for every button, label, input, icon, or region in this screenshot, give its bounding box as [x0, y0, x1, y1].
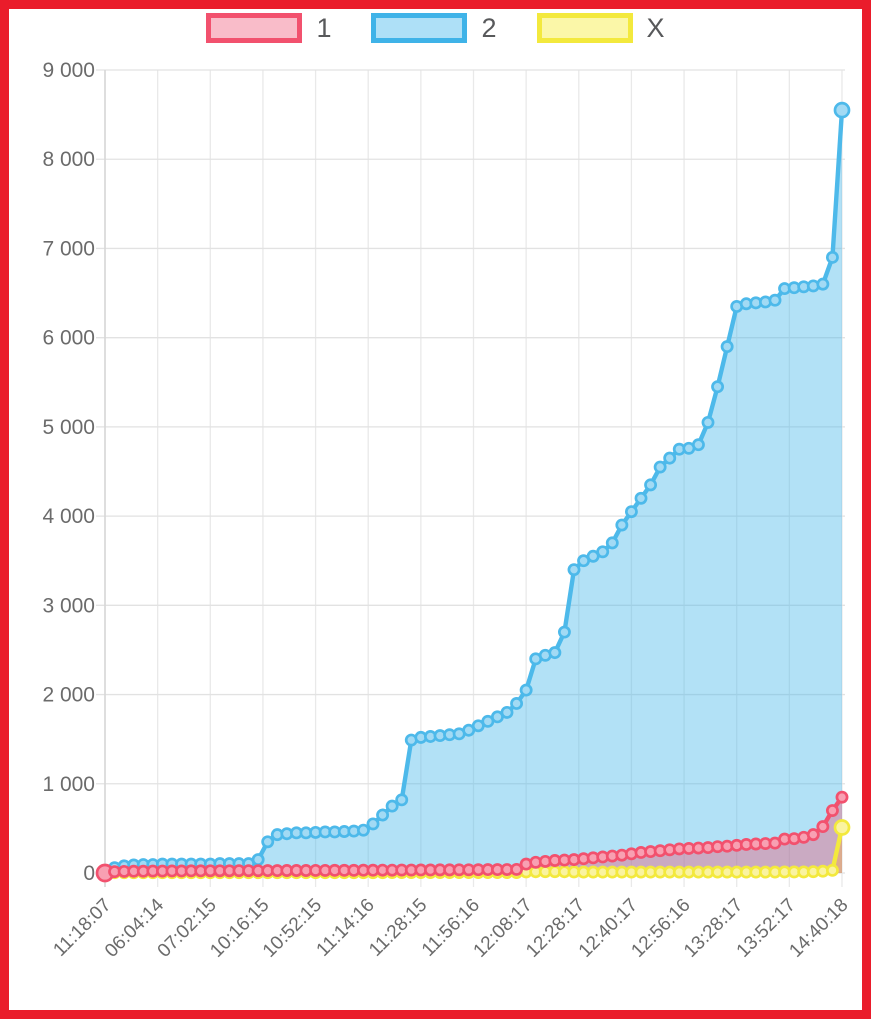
y-tick-label: 5 000 [42, 416, 95, 439]
legend-item-x[interactable]: X [536, 13, 665, 43]
series-marker-2 [663, 451, 677, 465]
series-marker-1 [835, 790, 849, 804]
series-1 [95, 790, 849, 883]
series-marker-2 [833, 101, 851, 119]
x-tick-label: 10:52:15 [259, 895, 326, 962]
series-marker-2 [557, 625, 571, 639]
legend-swatch-x [536, 13, 633, 43]
series-marker-1 [510, 862, 524, 876]
legend: 1 2 X [0, 13, 871, 43]
series-marker-2 [366, 817, 380, 831]
legend-swatch-1 [206, 13, 303, 43]
y-tick-label: 0 [83, 862, 95, 885]
legend-label-2: 2 [481, 13, 497, 43]
series-marker-2 [548, 646, 562, 660]
y-tick-label: 4 000 [42, 505, 95, 528]
series-marker-2 [691, 438, 705, 452]
series-marker-X [833, 819, 851, 836]
series-marker-2 [385, 799, 399, 813]
series-marker-2 [596, 545, 610, 559]
y-tick-label: 2 000 [42, 684, 95, 707]
series-marker-2 [711, 380, 725, 394]
legend-item-2[interactable]: 2 [371, 13, 497, 43]
y-tick-label: 9 000 [42, 59, 95, 82]
series-marker-2 [624, 505, 638, 519]
series-marker-2 [615, 518, 629, 532]
legend-label-x: X [646, 13, 665, 43]
legend-label-1: 1 [316, 13, 332, 43]
series-marker-2 [816, 277, 830, 291]
legend-swatch-2 [371, 13, 468, 43]
series-marker-2 [510, 697, 524, 710]
series-marker-2 [251, 853, 265, 867]
series-marker-2 [653, 460, 667, 474]
y-tick-label: 6 000 [42, 327, 95, 350]
legend-item-1[interactable]: 1 [206, 13, 331, 43]
x-tick-label: 14:40:18 [785, 895, 852, 962]
series-marker-2 [605, 536, 619, 550]
series-marker-2 [500, 705, 514, 719]
series-marker-2 [720, 340, 734, 354]
series-marker-2 [768, 293, 782, 307]
series-marker-1 [825, 804, 839, 817]
series-marker-2 [825, 250, 839, 264]
series-marker-2 [634, 491, 648, 505]
series-marker-2 [261, 835, 275, 849]
y-tick-label: 1 000 [42, 773, 95, 796]
series-marker-2 [644, 478, 658, 492]
series-marker-1 [806, 828, 820, 842]
series-area-2 [105, 110, 842, 873]
series-marker-2 [395, 793, 409, 807]
series-marker-2 [376, 808, 390, 822]
series-marker-1 [816, 820, 830, 834]
grid [96, 69, 845, 887]
series-marker-2 [701, 415, 715, 429]
y-tick-label: 8 000 [42, 148, 95, 171]
series-marker-2 [567, 563, 581, 577]
series-marker-2 [519, 683, 533, 697]
series-marker-X [825, 863, 839, 877]
y-tick-label: 3 000 [42, 594, 95, 617]
series-2 [98, 101, 851, 880]
y-tick-label: 7 000 [42, 237, 95, 260]
series-marker-2 [356, 823, 370, 837]
